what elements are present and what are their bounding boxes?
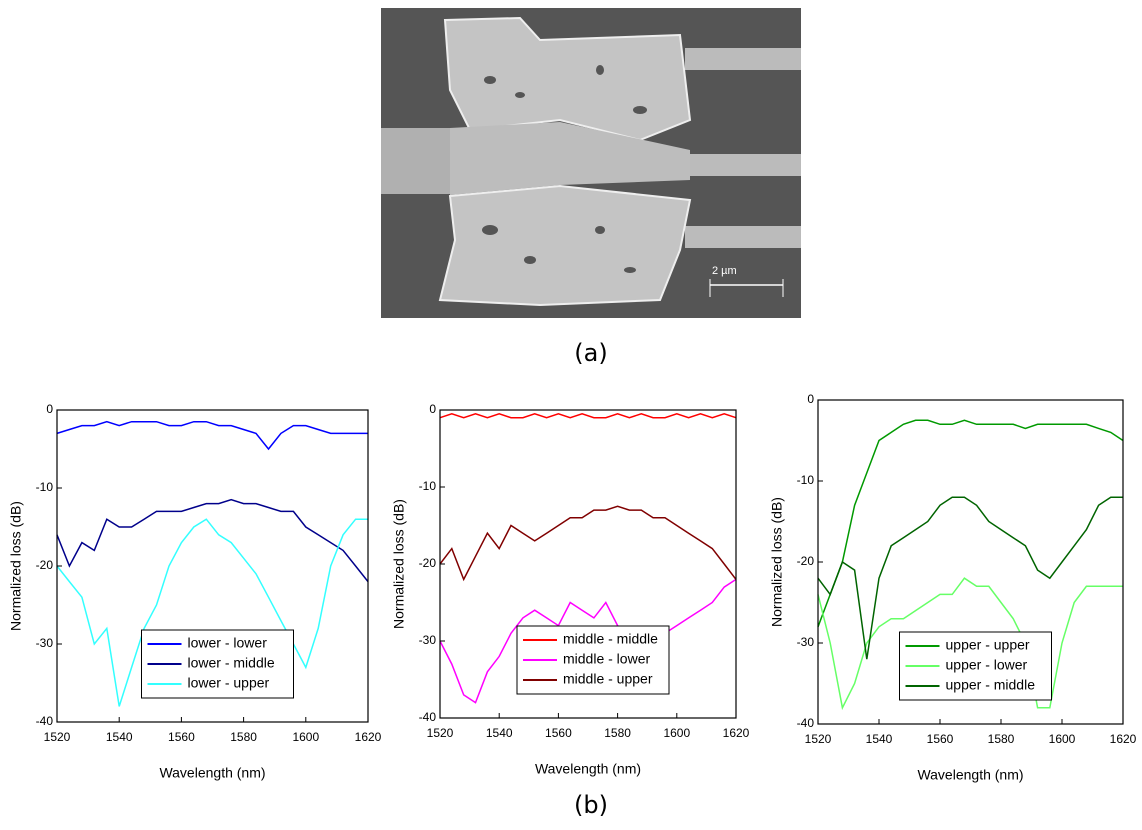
y-tick-label: -30 bbox=[797, 635, 815, 649]
scale-bar-label: 2 µm bbox=[712, 265, 737, 277]
x-tick-label: 1560 bbox=[168, 730, 195, 744]
sem-image: 2 µm bbox=[381, 8, 801, 318]
data-line bbox=[56, 420, 368, 451]
x-tick-label: 1600 bbox=[292, 730, 319, 744]
legend-label: middle - lower bbox=[563, 651, 650, 667]
x-tick-label: 1620 bbox=[723, 726, 750, 740]
x-tick-label: 1520 bbox=[427, 726, 454, 740]
legend-label: upper - upper bbox=[946, 637, 1030, 653]
x-axis-title: Wavelength (nm) bbox=[535, 761, 641, 777]
y-axis-title: Normalized loss (dB) bbox=[8, 501, 24, 631]
y-tick-label: -30 bbox=[419, 633, 437, 647]
legend-label: upper - middle bbox=[946, 677, 1036, 693]
legend-label: lower - lower bbox=[188, 635, 268, 651]
data-line bbox=[817, 577, 1123, 711]
x-axis-title: Wavelength (nm) bbox=[159, 765, 265, 781]
x-tick-label: 1540 bbox=[486, 726, 513, 740]
x-tick-label: 1600 bbox=[663, 726, 690, 740]
y-tick-label: -10 bbox=[797, 473, 815, 487]
x-tick-label: 1520 bbox=[44, 730, 71, 744]
data-line bbox=[817, 496, 1123, 660]
x-tick-label: 1520 bbox=[805, 732, 832, 746]
x-tick-label: 1580 bbox=[988, 732, 1015, 746]
y-tick-label: -10 bbox=[419, 479, 437, 493]
x-tick-label: 1560 bbox=[927, 732, 954, 746]
data-line bbox=[56, 518, 368, 707]
y-tick-label: -20 bbox=[419, 556, 437, 570]
y-tick-label: -20 bbox=[36, 558, 54, 572]
y-tick-label: 0 bbox=[807, 392, 814, 406]
x-tick-label: 1580 bbox=[604, 726, 631, 740]
y-tick-label: -40 bbox=[797, 716, 815, 730]
y-tick-label: 0 bbox=[429, 402, 436, 416]
x-tick-label: 1540 bbox=[866, 732, 893, 746]
y-axis-title: Normalized loss (dB) bbox=[769, 497, 785, 627]
data-line bbox=[56, 498, 369, 583]
x-tick-label: 1540 bbox=[106, 730, 133, 744]
y-tick-label: -10 bbox=[36, 480, 54, 494]
data-line bbox=[439, 505, 737, 582]
y-tick-label: -30 bbox=[36, 636, 54, 650]
x-tick-label: 1620 bbox=[355, 730, 382, 744]
x-tick-label: 1560 bbox=[545, 726, 572, 740]
legend-label: lower - upper bbox=[188, 675, 270, 691]
y-tick-label: -40 bbox=[36, 714, 54, 728]
y-tick-label: -40 bbox=[419, 710, 437, 724]
caption-b: (b) bbox=[574, 791, 608, 819]
y-tick-label: 0 bbox=[46, 402, 53, 416]
data-line bbox=[439, 413, 737, 419]
y-tick-label: -20 bbox=[797, 554, 815, 568]
y-axis-title: Normalized loss (dB) bbox=[391, 499, 407, 629]
x-tick-label: 1620 bbox=[1110, 732, 1137, 746]
data-line bbox=[439, 578, 737, 704]
legend-label: lower - middle bbox=[188, 655, 275, 671]
x-tick-label: 1600 bbox=[1049, 732, 1076, 746]
legend-label: middle - middle bbox=[563, 631, 658, 647]
caption-a: (a) bbox=[574, 339, 607, 367]
legend-label: middle - upper bbox=[563, 671, 653, 687]
x-tick-label: 1580 bbox=[230, 730, 257, 744]
x-axis-title: Wavelength (nm) bbox=[917, 767, 1023, 783]
legend-label: upper - lower bbox=[946, 657, 1028, 673]
data-line bbox=[817, 419, 1124, 628]
